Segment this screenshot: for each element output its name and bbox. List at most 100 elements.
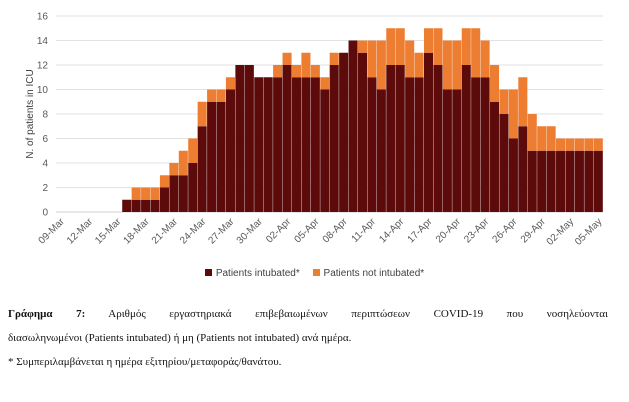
x-tick-label: 26-Apr <box>491 216 520 245</box>
x-tick-label: 02-May <box>545 216 576 247</box>
bar-intubated <box>131 199 141 212</box>
bar-not-intubated <box>527 114 537 151</box>
bar-intubated <box>490 101 500 212</box>
bar-intubated <box>320 89 330 212</box>
bar-intubated <box>207 101 217 212</box>
bar-not-intubated <box>178 150 188 176</box>
bar-not-intubated <box>518 77 528 127</box>
legend-swatch-intubated <box>204 269 212 276</box>
bar-not-intubated <box>357 40 368 53</box>
bar-not-intubated <box>395 28 405 65</box>
x-tick-label: 23-Apr <box>462 216 491 245</box>
x-tick-label: 14-Apr <box>377 216 406 245</box>
y-tick-label: 8 <box>42 110 48 121</box>
bar-not-intubated <box>556 138 566 151</box>
bars <box>122 28 603 212</box>
bar-intubated <box>216 101 226 212</box>
bar-not-intubated <box>461 28 471 65</box>
bar-not-intubated <box>207 89 217 102</box>
bar-not-intubated <box>565 138 575 151</box>
y-axis: 0 2 4 6 8 10 12 14 16 <box>37 12 49 219</box>
bar-intubated <box>301 77 311 212</box>
bar-intubated <box>188 163 198 212</box>
bar-not-intubated <box>188 138 198 163</box>
bar-intubated <box>461 65 471 212</box>
bar-not-intubated <box>159 175 169 188</box>
bar-intubated <box>310 77 320 212</box>
x-tick-label: 27-Mar <box>206 216 237 247</box>
y-tick-label: 12 <box>37 61 49 72</box>
bar-not-intubated <box>546 126 556 151</box>
bar-intubated <box>433 65 443 212</box>
bar-not-intubated <box>225 77 235 90</box>
x-tick-label: 11-Apr <box>350 216 379 245</box>
bar-intubated <box>291 77 302 212</box>
bar-not-intubated <box>367 40 377 78</box>
bar-intubated <box>508 138 518 212</box>
bar-intubated <box>178 175 188 212</box>
x-tick-label: 08-Apr <box>321 216 350 245</box>
bar-not-intubated <box>584 138 594 151</box>
x-tick-label: 29-Apr <box>519 216 548 245</box>
bar-not-intubated <box>490 65 500 102</box>
x-tick-label: 05-May <box>573 216 604 247</box>
bar-not-intubated <box>452 40 462 90</box>
bar-not-intubated <box>329 52 339 65</box>
y-tick-label: 4 <box>42 159 48 170</box>
y-tick-label: 16 <box>37 12 49 23</box>
bar-not-intubated <box>273 65 283 78</box>
bar-not-intubated <box>282 52 292 65</box>
bar-intubated <box>499 114 509 212</box>
bar-intubated <box>574 150 584 212</box>
x-tick-label: 12-Mar <box>65 216 96 247</box>
caption-line-1: Γράφημα 7: Αριθμός εργαστηριακά επιβεβαι… <box>8 303 608 325</box>
bar-not-intubated <box>574 138 584 151</box>
bar-intubated <box>471 77 481 212</box>
bar-intubated <box>527 150 537 212</box>
bar-intubated <box>386 65 396 212</box>
bar-intubated <box>565 150 575 212</box>
legend-item-intubated: Patients intubated* <box>204 268 300 279</box>
bar-not-intubated <box>376 40 386 90</box>
bar-not-intubated <box>433 28 443 65</box>
caption-footnote: * Συμπεριλαμβάνεται η ημέρα εξιτηρίου/με… <box>8 356 282 368</box>
legend-swatch-not-intubated <box>312 269 320 276</box>
bar-not-intubated <box>301 52 311 78</box>
bar-intubated <box>537 150 547 212</box>
bar-intubated <box>235 65 245 212</box>
bar-intubated <box>169 175 179 212</box>
legend-label-not-intubated: Patients not intubated* <box>323 268 425 279</box>
x-tick-label: 18-Mar <box>122 216 153 247</box>
bar-intubated <box>282 65 292 212</box>
x-tick-label: 02-Apr <box>264 216 293 245</box>
bar-not-intubated <box>405 40 415 78</box>
bar-not-intubated <box>169 163 179 176</box>
x-tick-label: 17-Apr <box>406 216 435 245</box>
bar-intubated <box>159 187 169 212</box>
bar-intubated <box>150 199 160 212</box>
bar-not-intubated <box>424 28 434 53</box>
bar-not-intubated <box>291 65 302 78</box>
caption-line-2: διασωληνωμένοι (Patients intubated) ή μη… <box>8 332 352 344</box>
bar-intubated <box>348 40 358 212</box>
bar-intubated <box>197 126 207 212</box>
x-tick-label: 05-Apr <box>293 216 322 245</box>
y-tick-label: 10 <box>37 85 49 96</box>
bar-intubated <box>395 65 405 212</box>
bar-not-intubated <box>310 65 320 78</box>
bar-intubated <box>273 77 283 212</box>
bar-not-intubated <box>414 52 424 78</box>
bar-intubated <box>593 150 603 212</box>
bar-intubated <box>480 77 490 212</box>
bar-intubated <box>424 52 434 212</box>
bar-not-intubated <box>508 89 518 139</box>
bar-not-intubated <box>593 138 603 151</box>
bar-intubated <box>442 89 452 212</box>
bar-intubated <box>452 89 462 212</box>
legend-label-intubated: Patients intubated* <box>215 268 300 279</box>
bar-intubated <box>518 126 528 212</box>
bar-intubated <box>405 77 415 212</box>
bar-not-intubated <box>320 77 330 90</box>
legend: Patients intubated* Patients not intubat… <box>0 268 629 279</box>
bar-not-intubated <box>150 187 160 200</box>
